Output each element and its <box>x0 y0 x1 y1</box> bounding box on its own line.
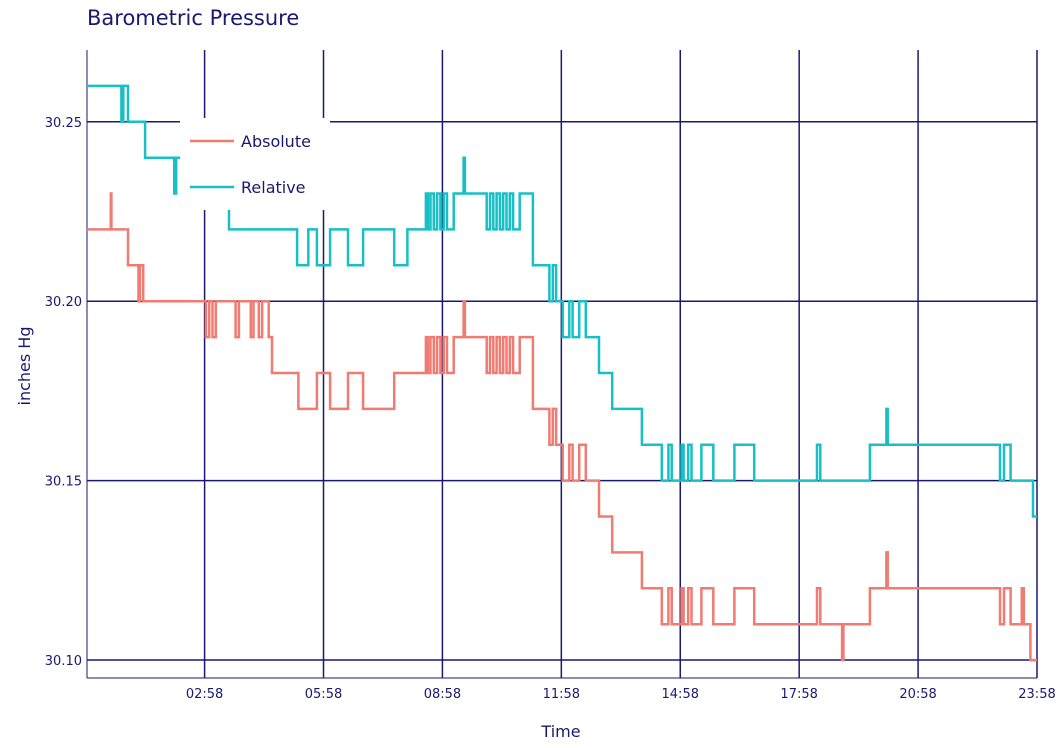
legend-background <box>180 118 330 210</box>
series-lines <box>87 84 1037 662</box>
y-tick-label: 30.10 <box>45 654 82 669</box>
chart-title: Barometric Pressure <box>87 6 300 30</box>
y-axis-label: inches Hg <box>15 327 34 406</box>
y-tick-label: 30.20 <box>45 295 82 310</box>
x-tick-label: 20:58 <box>899 687 936 702</box>
tick-labels: 02:58 05:58 08:58 11:58 14:58 17:58 20:58 23:58… <box>45 116 1056 702</box>
x-tick-label: 11:58 <box>543 687 580 702</box>
y-tick-label: 30.15 <box>45 475 82 490</box>
x-tick-label: 02:58 <box>186 687 223 702</box>
x-axis-label: Time <box>540 722 580 741</box>
x-tick-label: 17:58 <box>780 687 817 702</box>
x-tick-label: 23:58 <box>1018 687 1055 702</box>
series-line-absolute <box>87 192 1037 662</box>
x-tick-label: 08:58 <box>424 687 461 702</box>
legend-label-absolute: Absolute <box>241 132 311 151</box>
y-tick-label: 30.25 <box>45 116 82 131</box>
legend: Absolute Relative <box>190 132 311 197</box>
series-line-relative <box>87 84 1037 518</box>
x-tick-label: 05:58 <box>305 687 342 702</box>
legend-label-relative: Relative <box>241 178 306 197</box>
x-tick-label: 14:58 <box>662 687 699 702</box>
